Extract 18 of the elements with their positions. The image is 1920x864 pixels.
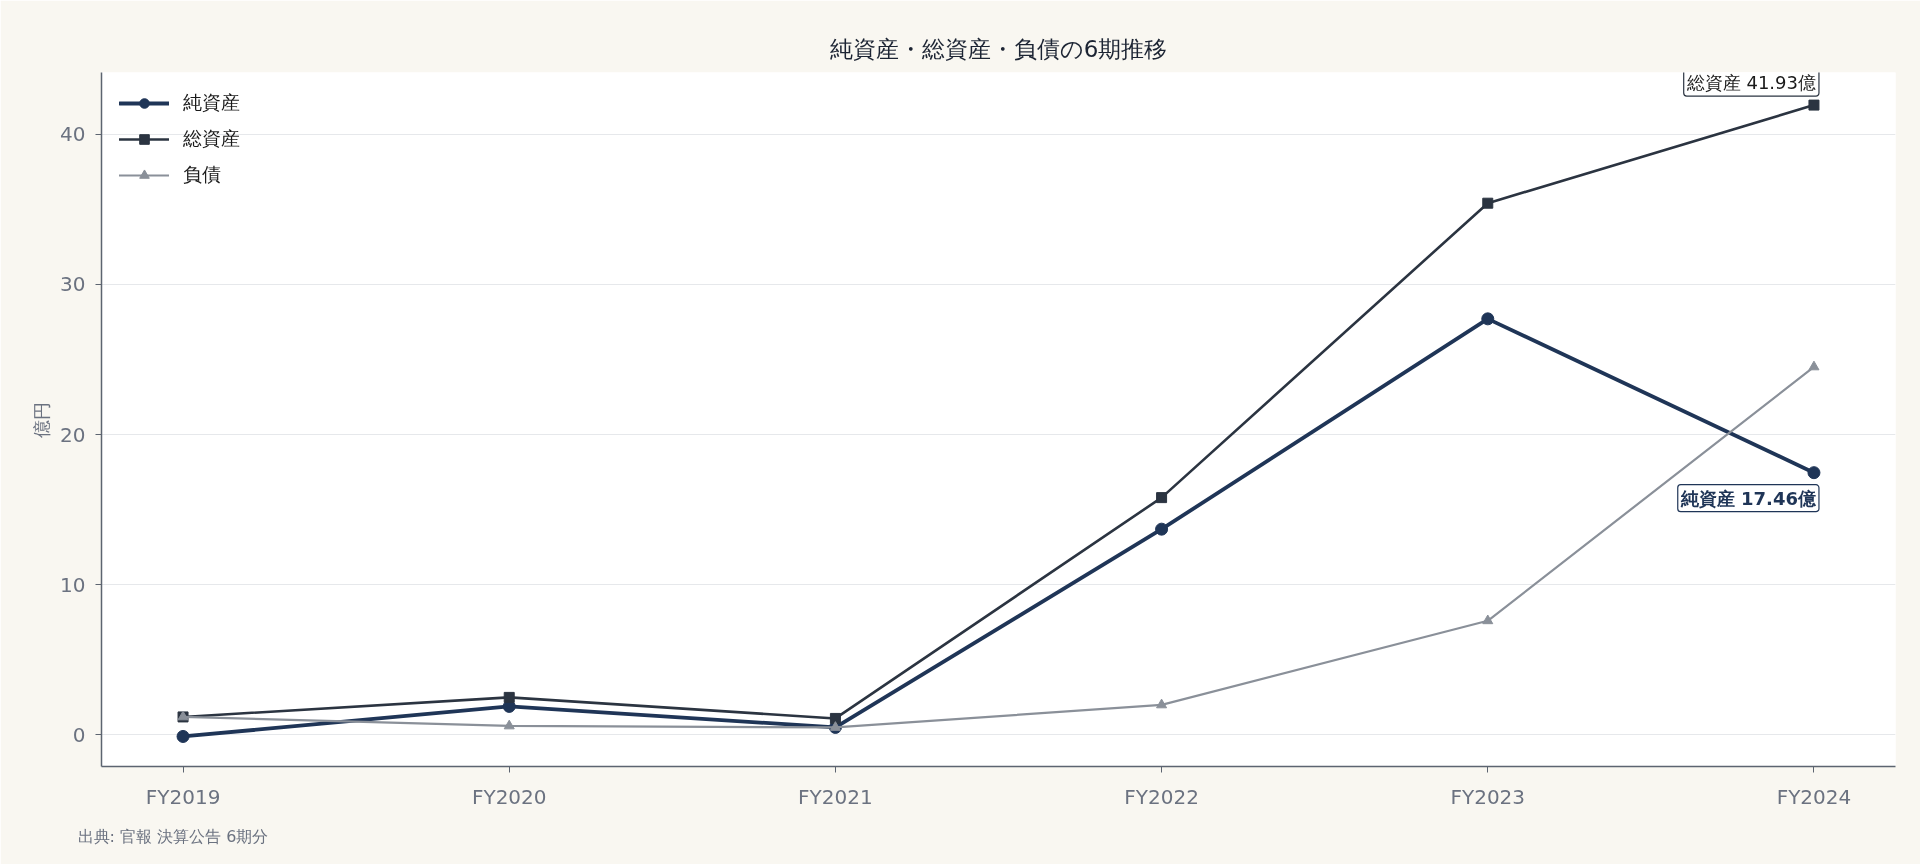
x-tick-label: FY2023 — [1450, 784, 1526, 809]
legend-label: 純資産 — [183, 90, 240, 115]
y-tick-label: 0 — [72, 722, 86, 747]
source-note: 出典: 官報 決算公告 6期分 — [77, 826, 269, 846]
x-tick-label: FY2024 — [1776, 784, 1852, 809]
x-tick-label: FY2020 — [471, 784, 547, 809]
x-tick-label: FY2021 — [798, 784, 873, 809]
y-tick-label: 40 — [60, 122, 86, 147]
x-tick-label: FY2022 — [1124, 784, 1199, 809]
annotation: 純資産 17.46億 — [1679, 487, 1817, 509]
chart-title: 純資産・総資産・負債の6期推移 — [829, 35, 1168, 62]
y-axis-title: 億円 — [31, 401, 53, 438]
y-tick-label: 30 — [60, 272, 86, 297]
legend-label: 負債 — [183, 162, 221, 187]
x-tick-label: FY2019 — [145, 784, 221, 809]
legend-label: 総資産 — [183, 126, 240, 151]
y-tick-label: 10 — [60, 572, 86, 597]
y-tick-label: 20 — [60, 422, 86, 447]
